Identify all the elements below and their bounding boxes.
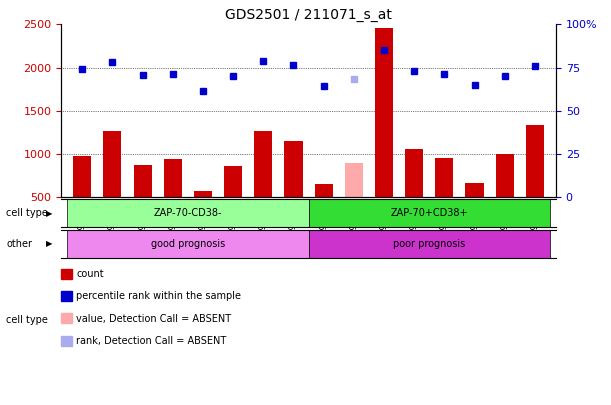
Bar [345,162,363,197]
Text: count: count [76,269,104,279]
Text: cell type: cell type [6,208,48,218]
Text: value, Detection Call = ABSENT: value, Detection Call = ABSENT [76,313,232,324]
Bar [309,199,550,228]
Bar [284,141,302,197]
Bar [526,126,544,197]
Text: poor prognosis: poor prognosis [393,239,466,249]
Text: cell type: cell type [6,315,48,325]
Bar [67,199,309,228]
Text: ▶: ▶ [46,209,53,218]
Bar [67,230,309,258]
Text: percentile rank within the sample: percentile rank within the sample [76,291,241,301]
Bar [224,166,242,197]
Bar [435,158,453,197]
Text: ▶: ▶ [46,239,53,248]
Bar [315,184,333,197]
Bar [103,130,122,197]
Bar [309,230,550,258]
Bar [194,192,212,197]
Bar [496,154,514,197]
Bar [73,156,91,197]
Bar [405,149,423,197]
Text: rank, Detection Call = ABSENT: rank, Detection Call = ABSENT [76,336,227,346]
Bar [254,130,273,197]
Bar [375,28,393,197]
Bar [466,183,483,197]
Bar [164,159,182,197]
Text: other: other [6,239,32,249]
Text: good prognosis: good prognosis [151,239,225,249]
Text: ZAP-70+CD38+: ZAP-70+CD38+ [390,208,468,218]
Text: ZAP-70-CD38-: ZAP-70-CD38- [153,208,222,218]
Bar [134,165,152,197]
Title: GDS2501 / 211071_s_at: GDS2501 / 211071_s_at [225,8,392,22]
